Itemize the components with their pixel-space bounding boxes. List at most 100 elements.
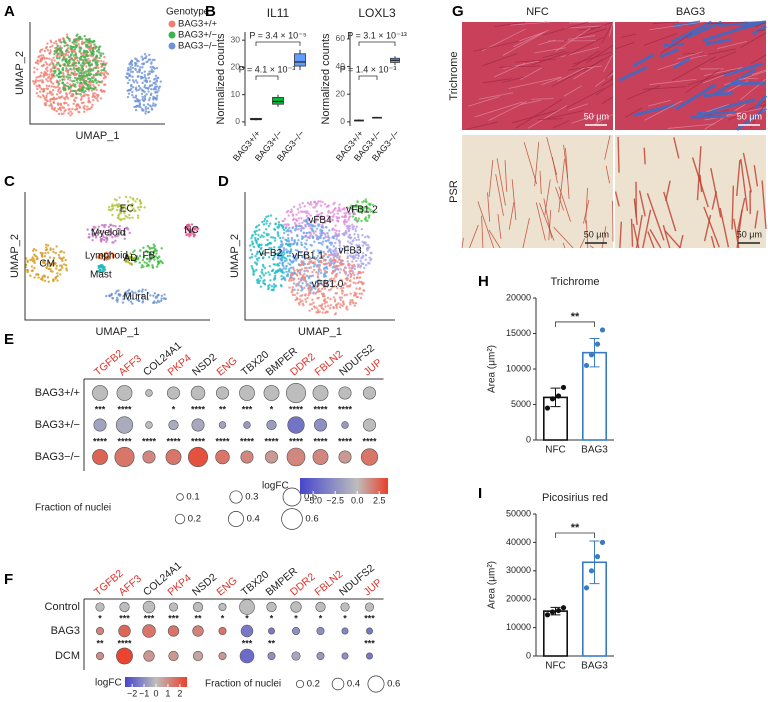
umap-point: [349, 273, 353, 276]
tissue-fiber: [720, 107, 767, 117]
umap-point: [248, 244, 252, 247]
dot: [218, 421, 227, 429]
colorbar-tick-label: 1: [165, 688, 170, 698]
umap-point: [304, 298, 307, 301]
umap-point: [53, 66, 56, 70]
umap-point: [42, 63, 46, 67]
significance: ****: [117, 638, 132, 648]
umap-point: [124, 291, 128, 294]
umap-point: [321, 229, 324, 232]
umap-point: [99, 54, 103, 58]
umap-point: [334, 259, 337, 262]
umap-point: [304, 293, 307, 296]
umap-point: [49, 68, 53, 71]
cluster-label: vFB1.2: [346, 205, 378, 216]
umap-point: [306, 236, 309, 239]
dot: [338, 386, 352, 400]
umap-point: [252, 245, 256, 249]
umap-point: [273, 239, 277, 242]
umap-point: [86, 93, 89, 97]
umap-point: [137, 299, 141, 302]
umap-point: [49, 78, 52, 81]
tissue-fiber: [594, 73, 614, 87]
umap-point: [270, 247, 273, 250]
umap-point: [325, 281, 329, 284]
umap-point: [53, 41, 56, 45]
umap-point: [49, 269, 53, 273]
umap-point: [36, 59, 40, 63]
umap-point: [119, 210, 122, 213]
umap-point: [318, 266, 321, 269]
umap-point: [279, 270, 282, 273]
umap-point: [342, 283, 345, 287]
umap-point: [75, 45, 78, 49]
umap-point: [143, 73, 147, 77]
umap-point: [75, 34, 78, 38]
cluster-label: CM: [39, 258, 55, 269]
umap-point: [339, 247, 342, 250]
tissue-fiber: [539, 170, 542, 195]
umap-point: [287, 250, 290, 253]
umap-point: [367, 216, 371, 219]
umap-point: [100, 229, 103, 233]
dot: [243, 421, 251, 429]
umap-point: [134, 257, 137, 261]
dot: [340, 602, 350, 612]
umap-point: [306, 270, 310, 273]
dot: [93, 418, 107, 432]
umap-point: [46, 42, 49, 45]
umap-point: [290, 238, 294, 242]
umap-point: [92, 225, 95, 228]
umap-point: [116, 235, 119, 238]
umap-point: [308, 203, 311, 206]
umap-point: [289, 266, 293, 270]
umap-point: [82, 41, 85, 45]
umap-point: [98, 80, 102, 84]
umap-point: [351, 215, 355, 218]
umap-point: [295, 257, 299, 260]
significance: ****: [338, 404, 353, 414]
umap-point: [271, 258, 275, 261]
umap-point: [52, 256, 56, 260]
umap-point: [142, 109, 145, 112]
umap-point: [66, 97, 70, 100]
umap-point: [60, 112, 63, 116]
umap-point: [288, 226, 291, 230]
umap-point: [150, 108, 154, 111]
umap-point: [298, 280, 301, 284]
umap-point: [328, 229, 331, 232]
umap-point: [104, 76, 107, 79]
umap-point: [51, 44, 54, 48]
tissue-fiber: [646, 193, 665, 241]
tissue-fiber: [487, 192, 491, 222]
cluster-label: AD: [123, 253, 137, 264]
umap-point: [103, 226, 106, 229]
dot: [218, 626, 227, 635]
umap-point: [363, 266, 366, 270]
umap-point: [113, 204, 117, 207]
legend-dot: [331, 677, 345, 691]
umap-point: [43, 103, 47, 106]
gene-label: NSD2: [190, 351, 219, 378]
umap-point: [338, 207, 341, 211]
umap-point: [66, 54, 69, 57]
panel-label: F: [4, 571, 13, 588]
colorbar-tick-label: 0.0: [351, 495, 364, 505]
umap-point: [105, 240, 108, 243]
dot: [313, 418, 327, 432]
umap-point: [333, 254, 336, 257]
umap-point: [279, 258, 282, 261]
umap-point: [54, 40, 58, 43]
umap-point: [57, 82, 61, 85]
cluster-label: vFB1.0: [312, 279, 344, 290]
umap-point: [126, 254, 129, 258]
umap-point: [340, 263, 343, 266]
colorbar-tick-label: −2: [127, 688, 137, 698]
umap-point: [129, 210, 133, 213]
umap-point: [96, 59, 99, 62]
umap-point: [123, 293, 127, 297]
dot: [145, 421, 153, 429]
umap-point: [305, 239, 308, 242]
umap-point: [348, 234, 351, 237]
umap-point: [356, 265, 360, 268]
